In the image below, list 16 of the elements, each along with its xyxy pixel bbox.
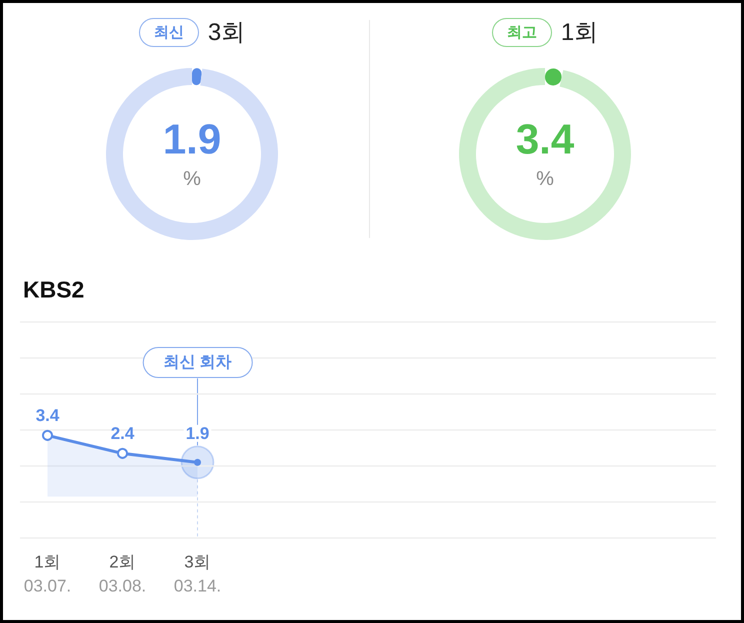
chart-subtitle: 최고 xyxy=(492,18,552,47)
chart-title: 3회 xyxy=(208,18,246,46)
text: % xyxy=(536,168,554,190)
chart-subtitle: 최신 xyxy=(138,18,199,47)
data-label: 2.4 xyxy=(110,424,135,443)
x-tick-label: 2회 03.08. xyxy=(98,552,146,596)
data-label: 3.4 xyxy=(516,116,575,162)
data-label: 1.9 xyxy=(162,116,222,162)
text: % xyxy=(183,168,202,190)
x-tick-label: 1회 03.07. xyxy=(24,552,72,596)
data-label: 1.9 xyxy=(186,424,210,443)
annotation: 최신 회차 xyxy=(142,347,253,378)
chart-title: KBS2 xyxy=(23,276,84,302)
chart-title: 1회 xyxy=(560,18,598,46)
data-label: 3.4 xyxy=(36,406,60,425)
x-tick-label: 3회 03.14. xyxy=(174,552,222,596)
